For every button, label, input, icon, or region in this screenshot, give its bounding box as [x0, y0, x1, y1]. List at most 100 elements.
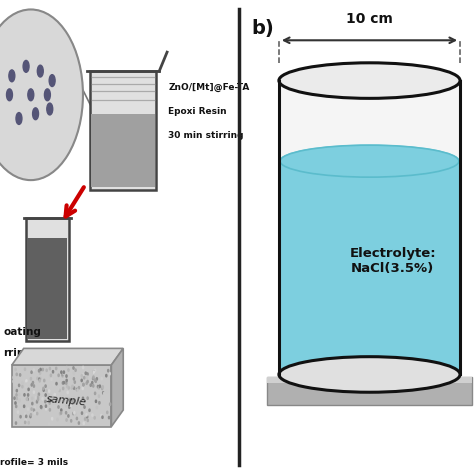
Ellipse shape [60, 412, 61, 415]
Text: b): b) [251, 19, 274, 38]
Ellipse shape [81, 416, 82, 418]
Ellipse shape [66, 382, 67, 384]
Ellipse shape [61, 412, 62, 414]
Ellipse shape [57, 419, 58, 421]
Ellipse shape [83, 422, 84, 425]
Text: sample: sample [46, 394, 87, 408]
Ellipse shape [92, 414, 93, 416]
Text: Epoxi Resin: Epoxi Resin [168, 107, 227, 116]
Ellipse shape [93, 371, 94, 374]
Ellipse shape [36, 412, 38, 415]
Ellipse shape [25, 419, 27, 421]
Ellipse shape [87, 397, 88, 400]
Ellipse shape [16, 390, 18, 392]
Ellipse shape [58, 400, 59, 402]
FancyBboxPatch shape [267, 377, 472, 405]
Ellipse shape [50, 374, 52, 376]
Ellipse shape [25, 421, 26, 424]
Ellipse shape [46, 390, 47, 392]
Ellipse shape [59, 389, 60, 392]
Ellipse shape [90, 384, 91, 386]
Ellipse shape [24, 413, 26, 415]
Ellipse shape [49, 399, 50, 401]
Ellipse shape [93, 385, 94, 387]
Ellipse shape [93, 371, 94, 373]
Ellipse shape [30, 378, 32, 380]
Ellipse shape [109, 403, 111, 405]
Ellipse shape [66, 366, 67, 369]
Ellipse shape [102, 386, 103, 388]
Ellipse shape [76, 388, 78, 391]
Ellipse shape [106, 374, 107, 377]
Ellipse shape [71, 387, 73, 389]
Ellipse shape [34, 412, 35, 414]
Ellipse shape [75, 369, 76, 371]
Ellipse shape [69, 406, 70, 409]
Ellipse shape [86, 376, 88, 378]
FancyBboxPatch shape [280, 161, 459, 374]
Ellipse shape [71, 419, 72, 422]
Ellipse shape [102, 416, 103, 419]
Ellipse shape [27, 394, 29, 396]
Ellipse shape [39, 380, 40, 382]
Ellipse shape [18, 384, 20, 387]
Ellipse shape [31, 371, 32, 374]
Ellipse shape [39, 372, 41, 374]
Ellipse shape [82, 397, 83, 400]
Ellipse shape [26, 380, 27, 382]
Ellipse shape [85, 372, 86, 374]
Ellipse shape [42, 398, 43, 400]
Ellipse shape [45, 385, 46, 387]
Polygon shape [12, 348, 123, 365]
Ellipse shape [16, 112, 22, 124]
Ellipse shape [38, 370, 40, 372]
Ellipse shape [7, 89, 12, 101]
Ellipse shape [19, 374, 21, 376]
Ellipse shape [98, 401, 100, 404]
Ellipse shape [19, 399, 20, 401]
Ellipse shape [45, 394, 46, 396]
Ellipse shape [32, 397, 33, 400]
Ellipse shape [83, 383, 84, 386]
Text: 10 cm: 10 cm [346, 12, 393, 26]
Ellipse shape [18, 393, 20, 396]
Ellipse shape [66, 379, 67, 382]
Ellipse shape [30, 414, 31, 416]
Ellipse shape [66, 375, 67, 377]
Ellipse shape [23, 60, 29, 72]
Ellipse shape [95, 380, 96, 383]
Ellipse shape [92, 377, 94, 380]
Ellipse shape [94, 417, 95, 419]
Ellipse shape [22, 382, 23, 384]
Ellipse shape [16, 394, 17, 396]
Ellipse shape [99, 385, 100, 387]
Text: rofile= 3 mils: rofile= 3 mils [0, 458, 68, 466]
Ellipse shape [67, 401, 68, 403]
Ellipse shape [53, 371, 54, 373]
Ellipse shape [33, 369, 35, 371]
Ellipse shape [33, 391, 35, 393]
Ellipse shape [44, 414, 45, 417]
Ellipse shape [74, 381, 75, 383]
Ellipse shape [77, 389, 78, 391]
Ellipse shape [75, 401, 76, 404]
Ellipse shape [69, 399, 70, 401]
Ellipse shape [38, 393, 39, 395]
Ellipse shape [68, 421, 70, 423]
Ellipse shape [94, 379, 96, 381]
Ellipse shape [51, 378, 52, 381]
Ellipse shape [58, 374, 59, 376]
Ellipse shape [37, 65, 43, 77]
Ellipse shape [28, 89, 34, 101]
FancyBboxPatch shape [91, 114, 155, 187]
Text: Electrolyte:
NaCl(3.5%): Electrolyte: NaCl(3.5%) [349, 246, 436, 275]
FancyBboxPatch shape [279, 81, 460, 374]
Ellipse shape [26, 399, 27, 401]
Ellipse shape [99, 395, 100, 397]
Text: oating: oating [4, 327, 41, 337]
Ellipse shape [28, 421, 29, 424]
Ellipse shape [279, 63, 460, 98]
Ellipse shape [279, 356, 460, 392]
Ellipse shape [52, 418, 53, 420]
Ellipse shape [89, 409, 90, 411]
